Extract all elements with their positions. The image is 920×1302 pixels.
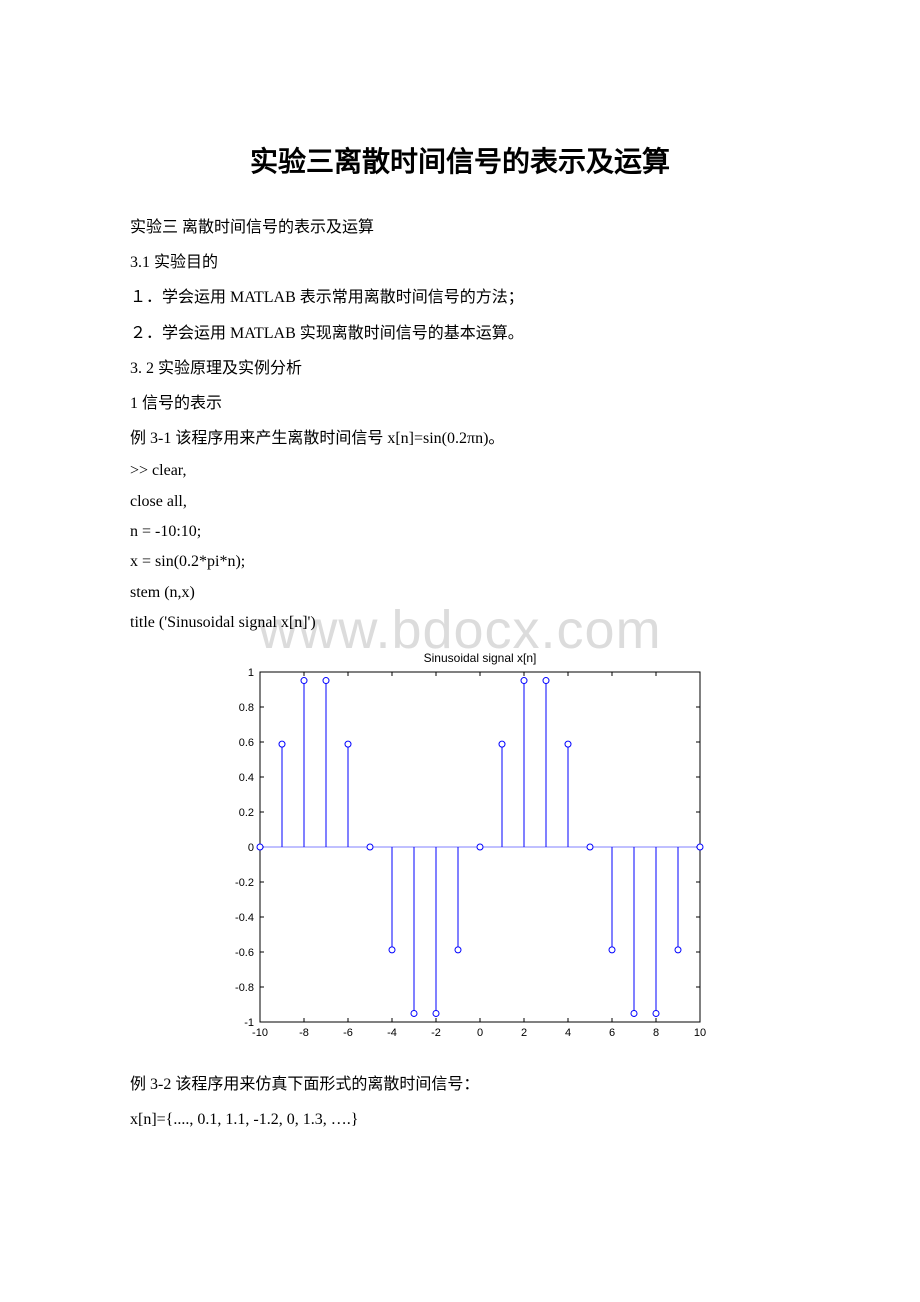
example-3-2: 例 3-2 该程序用来仿真下面形式的离散时间信号： xyxy=(130,1067,790,1102)
svg-text:-8: -8 xyxy=(299,1027,309,1039)
code-line: x = sin(0.2*pi*n); xyxy=(130,547,790,577)
svg-text:-0.8: -0.8 xyxy=(235,982,254,994)
subsection: 1 信号的表示 xyxy=(130,386,790,421)
subtitle: 实验三 离散时间信号的表示及运算 xyxy=(130,210,790,245)
stem-chart: Sinusoidal signal x[n]-1-0.8-0.6-0.4-0.2… xyxy=(205,647,715,1047)
stem-chart-container: Sinusoidal signal x[n]-1-0.8-0.6-0.4-0.2… xyxy=(130,647,790,1047)
svg-text:Sinusoidal signal x[n]: Sinusoidal signal x[n] xyxy=(424,651,537,665)
svg-text:0.2: 0.2 xyxy=(239,807,254,819)
svg-text:-4: -4 xyxy=(387,1027,397,1039)
svg-text:10: 10 xyxy=(694,1027,706,1039)
svg-text:0: 0 xyxy=(248,842,254,854)
svg-text:0.8: 0.8 xyxy=(239,702,254,714)
svg-text:-10: -10 xyxy=(252,1027,268,1039)
objective-2: ２．学会运用 MATLAB 实现离散时间信号的基本运算。 xyxy=(130,316,790,351)
section-heading: 3.1 实验目的 xyxy=(130,245,790,280)
svg-text:0.6: 0.6 xyxy=(239,737,254,749)
code-line: >> clear, xyxy=(130,456,790,486)
svg-text:0.4: 0.4 xyxy=(239,772,254,784)
page-title: 实验三离散时间信号的表示及运算 xyxy=(130,140,790,180)
code-line: close all, xyxy=(130,487,790,517)
svg-text:-0.6: -0.6 xyxy=(235,947,254,959)
svg-text:0: 0 xyxy=(477,1027,483,1039)
svg-text:6: 6 xyxy=(609,1027,615,1039)
code-line: n = -10:10; xyxy=(130,517,790,547)
code-line: title ('Sinusoidal signal x[n]') xyxy=(130,608,790,638)
svg-text:-0.4: -0.4 xyxy=(235,912,254,924)
svg-text:-2: -2 xyxy=(431,1027,441,1039)
objective-1: １．学会运用 MATLAB 表示常用离散时间信号的方法； xyxy=(130,280,790,315)
svg-text:1: 1 xyxy=(248,667,254,679)
svg-text:2: 2 xyxy=(521,1027,527,1039)
example-3-2-signal: x[n]={...., 0.1, 1.1, -1.2, 0, 1.3, ….} xyxy=(130,1102,790,1137)
svg-text:8: 8 xyxy=(653,1027,659,1039)
document-content: 实验三离散时间信号的表示及运算 实验三 离散时间信号的表示及运算 3.1 实验目… xyxy=(130,140,790,1137)
example-3-1: 例 3-1 该程序用来产生离散时间信号 x[n]=sin(0.2πn)。 xyxy=(130,421,790,456)
code-line: stem (n,x) xyxy=(130,578,790,608)
svg-text:-0.2: -0.2 xyxy=(235,877,254,889)
svg-text:4: 4 xyxy=(565,1027,571,1039)
section-heading: 3. 2 实验原理及实例分析 xyxy=(130,351,790,386)
svg-text:-6: -6 xyxy=(343,1027,353,1039)
